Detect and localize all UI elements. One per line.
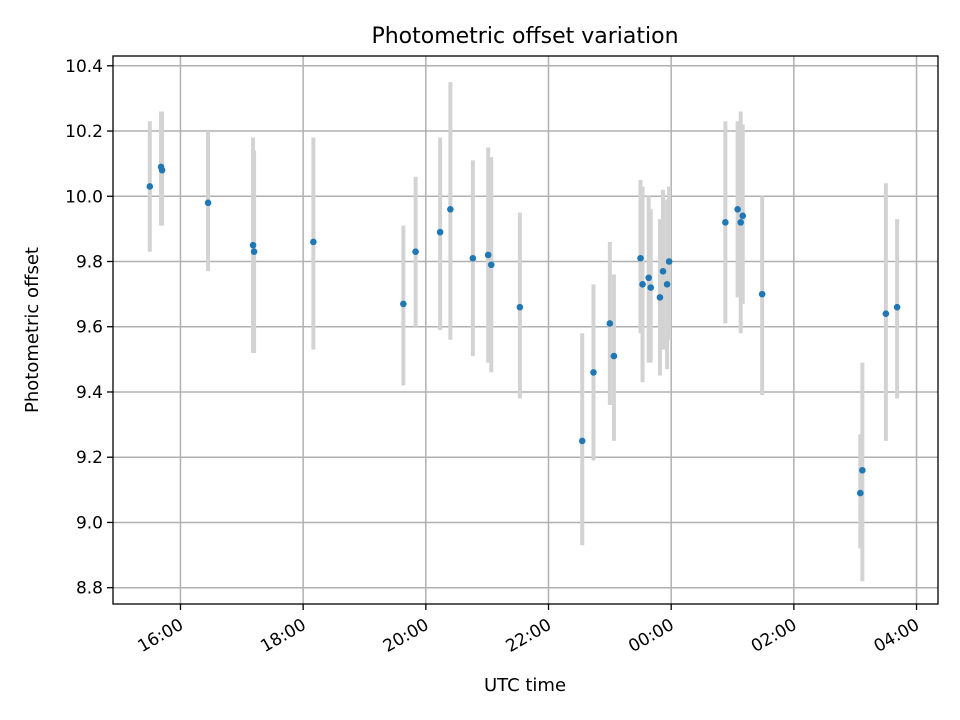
x-tick-label: 02:00 <box>748 615 800 657</box>
data-point <box>722 219 729 226</box>
data-point <box>758 290 766 298</box>
y-tick-label: 9.8 <box>76 253 103 273</box>
error-bar-layer <box>147 82 900 582</box>
x-tick-label: 00:00 <box>625 615 677 657</box>
data-point <box>484 251 492 259</box>
data-point <box>610 352 618 360</box>
data-point <box>663 281 671 288</box>
data-point <box>400 300 407 308</box>
x-tick-label: 20:00 <box>380 615 432 657</box>
data-point <box>659 267 667 275</box>
data-point <box>578 437 586 445</box>
x-axis: 16:00 18:00 20:00 22:00 00:00 02:00 04:00 <box>135 604 923 657</box>
y-tick-label: 10.2 <box>65 122 103 142</box>
y-tick-label: 9.2 <box>76 448 103 468</box>
data-point <box>639 281 646 288</box>
data-point <box>647 284 655 291</box>
data-point <box>665 258 673 265</box>
y-tick-label: 10.0 <box>65 187 103 207</box>
data-point <box>656 294 664 301</box>
data-point <box>516 303 524 311</box>
data-point <box>436 228 444 236</box>
data-point <box>739 212 747 220</box>
data-point <box>310 238 317 246</box>
data-point <box>859 466 866 474</box>
data-point <box>857 489 864 497</box>
x-tick-label: 22:00 <box>503 615 555 657</box>
y-tick-label: 9.0 <box>76 513 103 533</box>
y-tick-label: 8.8 <box>76 579 103 599</box>
data-point <box>447 206 454 213</box>
x-tick-label: 18:00 <box>257 615 309 657</box>
y-tick-label: 9.4 <box>76 383 103 403</box>
data-point <box>734 206 741 213</box>
data-point <box>645 274 652 282</box>
data-point <box>158 166 166 174</box>
data-point <box>469 254 477 262</box>
plot-frame <box>112 55 939 605</box>
data-point <box>606 320 614 327</box>
data-point <box>250 248 258 256</box>
data-point <box>590 369 597 376</box>
x-tick-label: 04:00 <box>871 615 923 657</box>
chart-title: Photometric offset variation <box>371 24 678 49</box>
data-point <box>412 248 419 256</box>
data-point <box>637 254 644 262</box>
data-point <box>737 219 744 226</box>
x-axis-label: UTC time <box>484 675 566 696</box>
data-point <box>487 261 495 269</box>
y-tick-label: 10.4 <box>65 57 103 77</box>
data-point <box>893 303 901 311</box>
x-tick-label: 16:00 <box>135 615 187 657</box>
grid-layer <box>113 56 938 604</box>
data-point <box>249 241 257 249</box>
y-axis: 8.8 9.0 9.2 9.4 9.6 9.8 10.0 10.2 10.4 <box>65 57 113 599</box>
data-point <box>204 199 212 207</box>
y-axis-label: Photometric offset <box>22 247 43 413</box>
data-point <box>146 183 154 190</box>
point-layer <box>146 163 901 497</box>
y-tick-label: 9.6 <box>76 318 103 338</box>
data-point <box>882 310 890 317</box>
